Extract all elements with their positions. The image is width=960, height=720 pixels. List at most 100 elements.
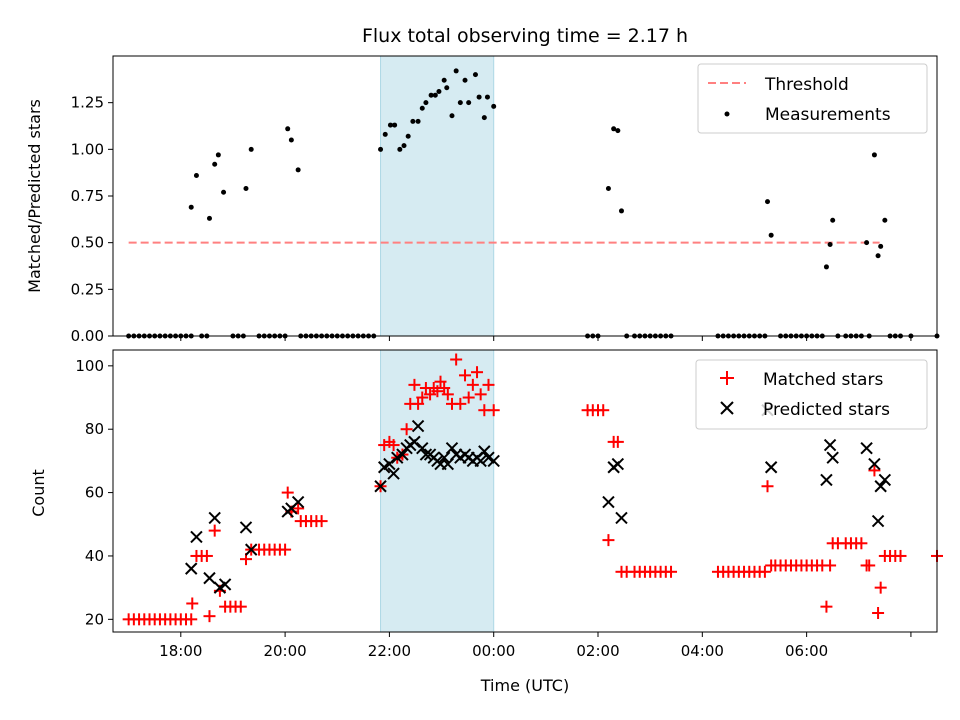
measurement-point: [457, 100, 463, 106]
predicted-star-point: [602, 495, 615, 509]
measurement-point: [212, 161, 218, 167]
x-tick-label: 20:00: [263, 642, 306, 660]
matched-star-point: [292, 502, 305, 515]
matched-star-point: [279, 543, 292, 556]
measurement-point: [432, 92, 438, 98]
matched-star-point: [234, 600, 247, 613]
matched-star-point: [408, 378, 421, 391]
y-tick-label: 100: [75, 357, 104, 375]
predicted-star-point: [387, 467, 400, 480]
predicted-star-point: [823, 438, 837, 452]
bottom-y-ticks: 20 40 60 80 100: [75, 357, 113, 628]
measurement-point: [387, 122, 393, 128]
measurement-point: [864, 240, 870, 246]
measurement-point: [382, 131, 388, 137]
measurement-point: [295, 167, 301, 173]
top-legend: Threshold Measurements: [697, 63, 928, 134]
bottom-legend: Matched stars Predicted stars: [695, 359, 928, 430]
y-tick-label: 40: [85, 547, 104, 565]
predicted-star-point: [611, 457, 625, 471]
y-tick-label: 1.25: [71, 94, 104, 112]
y-tick-label: 1.00: [71, 140, 104, 158]
predicted-star-point: [860, 442, 873, 455]
matched-star-point: [474, 388, 487, 401]
y-tick-label: 60: [85, 484, 104, 502]
measurement-point: [285, 126, 291, 132]
measurement-point: [481, 115, 487, 121]
matched-star-point: [758, 565, 771, 578]
x-tick-label: 22:00: [368, 642, 411, 660]
matched-star-point: [387, 439, 400, 452]
matched-star-point: [185, 613, 198, 626]
measurement-point: [871, 152, 877, 158]
y-tick-label: 20: [85, 610, 104, 628]
matched-star-point: [416, 391, 429, 404]
matched-star-point: [894, 549, 907, 562]
measurement-point: [605, 186, 611, 192]
matched-star-point: [597, 404, 610, 417]
y-tick-label: 0.75: [71, 187, 104, 205]
matched-star-point: [438, 382, 451, 395]
bottom-legend-box: [695, 359, 928, 430]
measurement-point: [193, 172, 199, 178]
matched-star-point: [855, 537, 868, 550]
predicted-star-point: [239, 521, 253, 534]
matched-star-point: [482, 378, 495, 391]
predicted-star-point: [820, 473, 833, 487]
measurement-point: [476, 94, 482, 100]
measurement-point: [392, 122, 398, 128]
measurement-point: [472, 72, 478, 78]
measurement-point: [878, 243, 884, 249]
predicted-star-point: [826, 451, 839, 464]
matched-star-point: [208, 524, 221, 537]
bottom-panel: 20 40 60 80 100 18:00 20:00 22:00 00:00 02:00 04:…: [29, 349, 943, 695]
measurement-point: [827, 242, 833, 248]
measurement-point: [410, 118, 416, 124]
x-tick-label: 04:00: [681, 642, 724, 660]
measurement-point: [765, 199, 771, 205]
measurement-point: [484, 94, 490, 100]
predicted-star-point: [419, 448, 433, 461]
predicted-star-point: [416, 442, 429, 455]
matched-star-point: [281, 486, 294, 499]
top-panel-frame: [112, 55, 938, 337]
matched-star-point: [820, 600, 833, 613]
predicted-star-point: [383, 457, 396, 471]
legend-threshold-label: Threshold: [764, 75, 849, 95]
legend-predicted-swatch: [720, 401, 734, 415]
predicted-star-point: [437, 451, 451, 464]
measurement-point: [221, 189, 227, 195]
y-tick-label: 80: [85, 420, 104, 438]
measurement-point: [449, 113, 455, 119]
matched-star-point: [454, 397, 467, 410]
x-tick-label: 00:00: [472, 642, 515, 660]
measurement-point: [397, 146, 403, 152]
matched-star-point: [868, 464, 881, 477]
measurement-point: [288, 137, 294, 143]
matched-star-point: [665, 565, 678, 578]
x-tick-label: 18:00: [159, 642, 202, 660]
top-legend-box: [697, 63, 928, 134]
matched-star-point: [450, 353, 463, 366]
matched-star-point: [471, 366, 484, 379]
predicted-star-point: [203, 571, 216, 585]
predicted-star-point: [764, 461, 778, 474]
measurement-point: [401, 143, 407, 149]
measurement-point: [444, 85, 450, 91]
predicted-star-point: [615, 511, 628, 525]
bottom-y-axis-label: Count: [29, 469, 48, 517]
matched-star-point: [487, 404, 500, 417]
measurement-point: [462, 77, 468, 83]
y-tick-label: 0.50: [71, 234, 104, 252]
measurement-point: [611, 126, 617, 132]
measurement-point: [441, 77, 447, 83]
measurement-point: [830, 217, 836, 223]
top-highlight-span: [380, 55, 495, 337]
matched-star-point: [424, 388, 437, 401]
predicted-star-point: [374, 480, 387, 493]
measurement-point: [423, 100, 429, 106]
matched-star-point: [434, 375, 447, 388]
matched-star-point: [186, 597, 199, 610]
measurement-point: [415, 118, 421, 124]
